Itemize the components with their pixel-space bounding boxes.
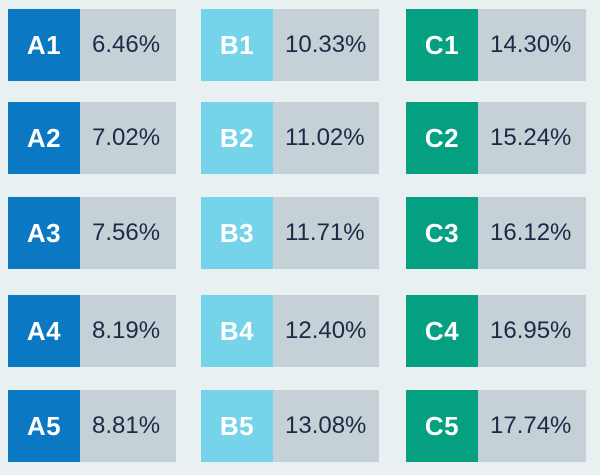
grade-label: C5	[406, 390, 478, 462]
grade-label: A5	[8, 390, 80, 462]
rate-cell-b2: B2 11.02%	[201, 102, 379, 174]
rate-cell-a1: A1 6.46%	[8, 9, 176, 81]
rate-value: 17.74%	[478, 390, 586, 462]
rate-value: 14.30%	[478, 9, 586, 81]
rate-value: 12.40%	[273, 295, 379, 367]
grade-label: B5	[201, 390, 273, 462]
rate-cell-a3: A3 7.56%	[8, 197, 176, 269]
rate-value: 16.12%	[478, 197, 586, 269]
rate-cell-c4: C4 16.95%	[406, 295, 586, 367]
rate-value: 10.33%	[273, 9, 379, 81]
rate-value: 11.02%	[273, 102, 379, 174]
rate-value: 13.08%	[273, 390, 379, 462]
rate-value: 11.71%	[273, 197, 379, 269]
rate-value: 8.81%	[80, 390, 176, 462]
grade-label: A4	[8, 295, 80, 367]
rate-cell-a4: A4 8.19%	[8, 295, 176, 367]
grade-label: B3	[201, 197, 273, 269]
rate-value: 6.46%	[80, 9, 176, 81]
rate-cell-c1: C1 14.30%	[406, 9, 586, 81]
rate-cell-c5: C5 17.74%	[406, 390, 586, 462]
grade-label: B1	[201, 9, 273, 81]
rate-value: 7.02%	[80, 102, 176, 174]
rate-cell-b4: B4 12.40%	[201, 295, 379, 367]
grade-label: C1	[406, 9, 478, 81]
grade-label: C3	[406, 197, 478, 269]
grade-label: B4	[201, 295, 273, 367]
grade-label: A1	[8, 9, 80, 81]
rate-cell-a2: A2 7.02%	[8, 102, 176, 174]
rate-value: 7.56%	[80, 197, 176, 269]
rate-cell-b3: B3 11.71%	[201, 197, 379, 269]
grade-label: A2	[8, 102, 80, 174]
rate-cell-a5: A5 8.81%	[8, 390, 176, 462]
grade-label: B2	[201, 102, 273, 174]
grade-label: C4	[406, 295, 478, 367]
rate-cell-b5: B5 13.08%	[201, 390, 379, 462]
rate-value: 16.95%	[478, 295, 586, 367]
rate-cell-c2: C2 15.24%	[406, 102, 586, 174]
rate-cell-b1: B1 10.33%	[201, 9, 379, 81]
rate-cell-c3: C3 16.12%	[406, 197, 586, 269]
grade-label: A3	[8, 197, 80, 269]
grade-label: C2	[406, 102, 478, 174]
rate-value: 8.19%	[80, 295, 176, 367]
rate-value: 15.24%	[478, 102, 586, 174]
